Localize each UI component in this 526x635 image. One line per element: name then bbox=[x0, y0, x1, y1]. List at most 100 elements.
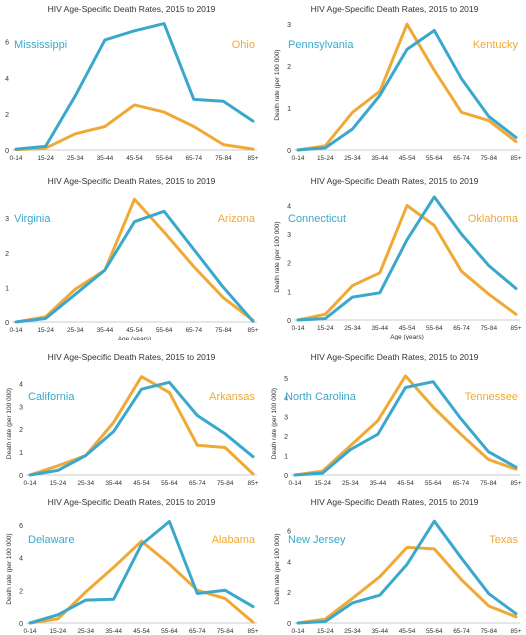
x-tick-label: 65-74 bbox=[185, 327, 202, 334]
x-tick-label: 45-54 bbox=[399, 325, 416, 332]
y-tick-label: 1 bbox=[284, 454, 288, 461]
y-tick-label: 5 bbox=[284, 376, 288, 383]
x-tick-label: 0-14 bbox=[291, 155, 304, 162]
x-tick-label: 55-64 bbox=[156, 155, 173, 162]
x-tick-label: 35-44 bbox=[97, 327, 114, 334]
x-tick-label: 65-74 bbox=[453, 325, 470, 332]
y-tick-label: 1 bbox=[5, 285, 9, 292]
legend-label-orange: Oklahoma bbox=[468, 213, 519, 225]
legend-label-blue: North Carolina bbox=[285, 391, 357, 403]
x-tick-label: 75-84 bbox=[217, 480, 234, 487]
legend-label-blue: California bbox=[28, 391, 75, 403]
legend-label-blue: Virginia bbox=[14, 213, 51, 225]
y-tick-label: 0 bbox=[287, 148, 291, 155]
legend-label-blue: Connecticut bbox=[288, 213, 346, 225]
x-tick-label: 15-24 bbox=[317, 155, 334, 162]
y-tick-label: 2 bbox=[287, 64, 291, 71]
x-tick-label: 15-24 bbox=[317, 325, 334, 332]
x-tick-label: 35-44 bbox=[97, 155, 114, 162]
y-tick-label: 3 bbox=[287, 22, 291, 29]
legend-label-blue: Pennsylvania bbox=[288, 39, 354, 51]
y-tick-label: 4 bbox=[5, 76, 9, 83]
series-line-orange bbox=[296, 204, 518, 322]
chart-title: HIV Age-Specific Death Rates, 2015 to 20… bbox=[48, 4, 216, 14]
y-tick-label: 2 bbox=[5, 112, 9, 119]
chart-panel-4: HIV Age-Specific Death Rates, 2015 to 20… bbox=[274, 176, 522, 340]
x-tick-label: 25-34 bbox=[342, 480, 359, 487]
chart-title: HIV Age-Specific Death Rates, 2015 to 20… bbox=[311, 497, 479, 507]
y-tick-label: 1 bbox=[287, 289, 291, 296]
chart-title: HIV Age-Specific Death Rates, 2015 to 20… bbox=[311, 176, 479, 186]
y-axis-label: Death rate (per 100 000) bbox=[274, 49, 281, 120]
legend-label-blue: Delaware bbox=[28, 534, 74, 546]
chart-panel-3: HIV Age-Specific Death Rates, 2015 to 20… bbox=[5, 176, 259, 340]
x-tick-label: 85+ bbox=[247, 480, 258, 487]
x-tick-label: 0-14 bbox=[288, 480, 301, 487]
x-tick-label: 0-14 bbox=[291, 325, 304, 332]
x-tick-label: 85+ bbox=[510, 628, 521, 635]
y-axis-label: Death rate (per 100 000) bbox=[271, 388, 278, 459]
series-line-blue bbox=[296, 519, 518, 625]
x-tick-label: 65-74 bbox=[189, 628, 206, 635]
series-line-orange bbox=[293, 374, 518, 477]
x-tick-label: 15-24 bbox=[314, 480, 331, 487]
x-tick-label: 65-74 bbox=[453, 155, 470, 162]
x-tick-label: 85+ bbox=[247, 155, 258, 162]
chart-panel-1: HIV Age-Specific Death Rates, 2015 to 20… bbox=[5, 4, 259, 162]
x-tick-label: 45-54 bbox=[133, 480, 150, 487]
chart-panel-5: HIV Age-Specific Death Rates, 2015 to 20… bbox=[6, 352, 259, 487]
x-tick-label: 35-44 bbox=[371, 155, 388, 162]
y-tick-label: 0 bbox=[284, 473, 288, 480]
x-tick-label: 0-14 bbox=[9, 327, 22, 334]
y-tick-label: 4 bbox=[19, 556, 23, 563]
x-tick-label: 25-34 bbox=[344, 155, 361, 162]
x-tick-label: 45-54 bbox=[126, 327, 143, 334]
x-tick-label: 35-44 bbox=[370, 480, 387, 487]
y-axis-label: Death rate (per 100 000) bbox=[6, 533, 13, 604]
chart-title: HIV Age-Specific Death Rates, 2015 to 20… bbox=[48, 352, 216, 362]
y-tick-label: 3 bbox=[19, 404, 23, 411]
x-tick-label: 45-54 bbox=[399, 628, 416, 635]
x-tick-label: 75-84 bbox=[217, 628, 234, 635]
x-tick-label: 75-84 bbox=[480, 325, 497, 332]
x-axis-label: Age (years) bbox=[118, 336, 152, 340]
chart-panel-2: HIV Age-Specific Death Rates, 2015 to 20… bbox=[274, 4, 522, 162]
x-tick-label: 65-74 bbox=[452, 480, 469, 487]
y-tick-label: 6 bbox=[287, 528, 291, 535]
x-tick-label: 45-54 bbox=[397, 480, 414, 487]
chart-title: HIV Age-Specific Death Rates, 2015 to 20… bbox=[48, 497, 216, 507]
x-tick-label: 45-54 bbox=[126, 155, 143, 162]
series-line-blue bbox=[14, 209, 255, 324]
x-tick-label: 75-84 bbox=[480, 155, 497, 162]
chart-panel-6: HIV Age-Specific Death Rates, 2015 to 20… bbox=[271, 352, 522, 487]
legend-label-orange: Arkansas bbox=[209, 391, 255, 403]
y-tick-label: 4 bbox=[287, 203, 291, 210]
x-tick-label: 0-14 bbox=[291, 628, 304, 635]
y-axis-label: Death rate (per 100 000) bbox=[6, 388, 13, 459]
series-line-orange bbox=[296, 22, 518, 152]
x-tick-label: 25-34 bbox=[344, 628, 361, 635]
x-tick-label: 25-34 bbox=[77, 480, 94, 487]
x-tick-label: 15-24 bbox=[317, 628, 334, 635]
y-tick-label: 2 bbox=[287, 261, 291, 268]
y-tick-label: 2 bbox=[287, 590, 291, 597]
chart-title: HIV Age-Specific Death Rates, 2015 to 20… bbox=[311, 352, 479, 362]
x-tick-label: 55-64 bbox=[426, 628, 443, 635]
series-line-blue bbox=[28, 520, 255, 625]
x-tick-label: 35-44 bbox=[105, 628, 122, 635]
x-tick-label: 75-84 bbox=[215, 155, 232, 162]
y-tick-label: 6 bbox=[5, 40, 9, 47]
y-tick-label: 0 bbox=[287, 621, 291, 628]
x-tick-label: 85+ bbox=[510, 155, 521, 162]
y-tick-label: 2 bbox=[5, 251, 9, 258]
x-tick-label: 55-64 bbox=[161, 480, 178, 487]
x-tick-label: 15-24 bbox=[50, 628, 67, 635]
y-tick-label: 4 bbox=[287, 559, 291, 566]
legend-label-blue: New Jersey bbox=[288, 534, 346, 546]
series-line-orange bbox=[14, 197, 255, 324]
x-tick-label: 15-24 bbox=[37, 327, 54, 334]
y-tick-label: 3 bbox=[287, 232, 291, 239]
y-tick-label: 3 bbox=[5, 216, 9, 223]
legend-label-orange: Ohio bbox=[232, 39, 255, 51]
series-line-orange bbox=[296, 545, 518, 625]
